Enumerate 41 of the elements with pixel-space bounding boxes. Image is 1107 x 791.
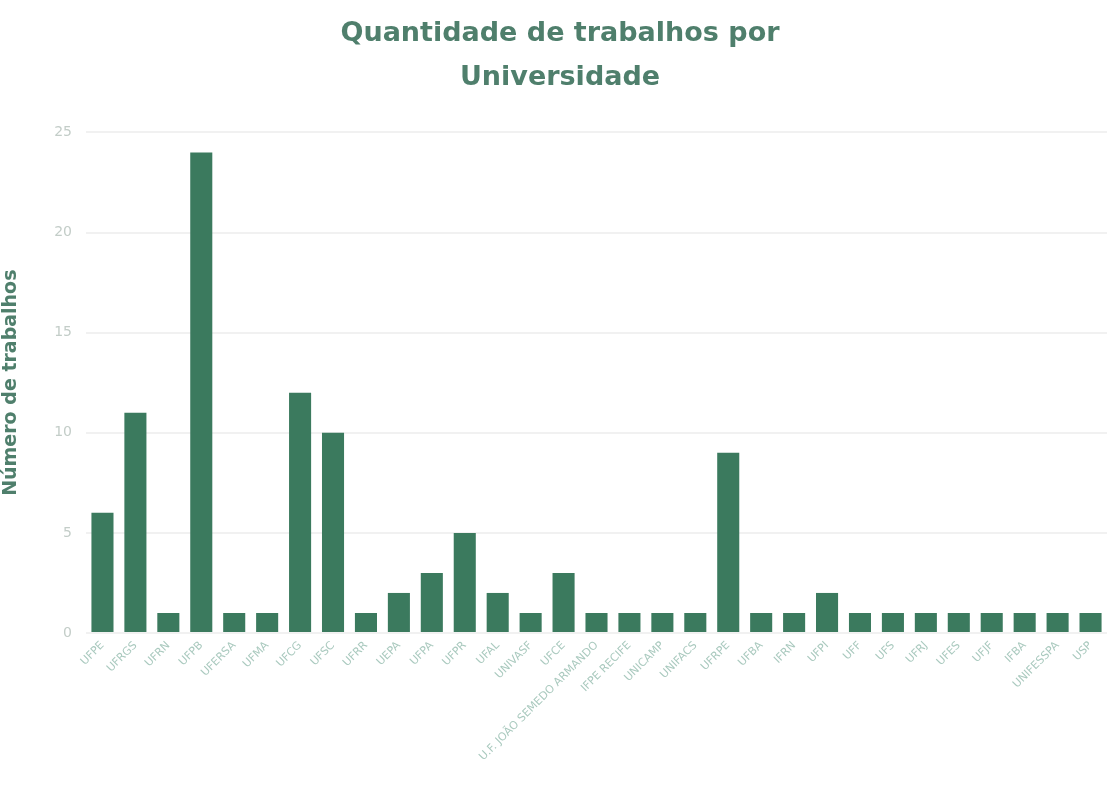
bar	[980, 612, 1003, 632]
bar	[91, 512, 114, 632]
bar	[321, 432, 345, 632]
y-tick-label: 0	[63, 623, 72, 640]
bar	[881, 612, 904, 632]
bar	[354, 612, 377, 632]
chart-title: Quantidade de trabalhos por Universidade	[339, 15, 781, 93]
bar	[552, 572, 575, 632]
bar	[816, 592, 839, 632]
x-tick-label: USP	[1070, 638, 1095, 664]
bar	[519, 612, 542, 632]
y-tick-label: 15	[54, 323, 72, 340]
y-tick-label: 5	[63, 523, 72, 540]
y-tick-label: 20	[54, 223, 72, 240]
bar	[453, 532, 476, 632]
y-tick-label: 10	[54, 423, 72, 440]
bar	[1046, 612, 1069, 632]
bar	[420, 572, 443, 632]
bar	[783, 612, 806, 632]
bar	[848, 612, 872, 632]
bar	[947, 612, 970, 632]
y-axis-title: Número de trabalhos	[0, 269, 21, 496]
bar	[585, 612, 608, 632]
bar	[684, 612, 707, 632]
bar	[750, 612, 773, 632]
bar	[124, 412, 147, 632]
bar	[157, 612, 180, 632]
bar	[190, 152, 213, 632]
bar	[256, 612, 279, 632]
bar	[223, 612, 246, 632]
bar	[289, 392, 312, 632]
x-tick-label: UFS	[872, 638, 898, 663]
bar	[1079, 612, 1102, 632]
y-tick-label: 25	[54, 123, 72, 140]
bar	[1013, 612, 1036, 632]
bar	[717, 452, 740, 632]
bar	[387, 592, 410, 632]
bar	[651, 612, 674, 632]
bar	[914, 612, 937, 632]
bar	[486, 592, 509, 632]
bar	[618, 612, 641, 632]
